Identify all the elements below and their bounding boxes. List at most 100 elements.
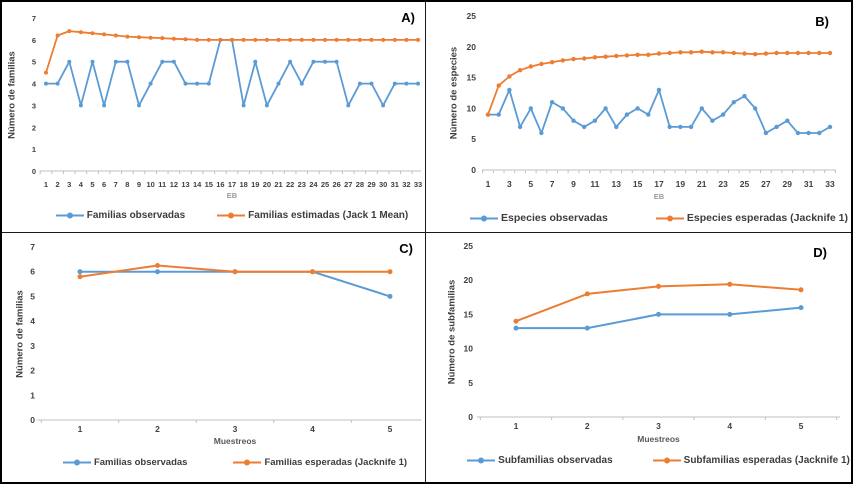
legend-label: Familias estimadas (Jack 1 Mean)	[248, 210, 409, 221]
y-tick-label: 25	[467, 11, 477, 21]
x-tick-label: 4	[727, 421, 732, 431]
data-point	[183, 37, 188, 42]
x-tick-label: 16	[216, 180, 224, 189]
legend-line-marker-icon	[655, 215, 684, 221]
data-point	[155, 263, 160, 268]
x-tick-label: 1	[486, 179, 491, 189]
x-tick-label: 27	[344, 180, 352, 189]
x-tick-label: 29	[367, 180, 375, 189]
y-tick-label: 15	[467, 73, 477, 83]
data-point	[77, 269, 83, 275]
data-point	[357, 37, 362, 42]
data-point	[288, 37, 293, 42]
data-point	[113, 59, 118, 64]
legend-line-marker-icon	[233, 459, 262, 466]
x-tick-label: 3	[507, 179, 512, 189]
x-tick-label: 20	[263, 180, 271, 189]
x-tick-label: 32	[402, 180, 410, 189]
data-point	[517, 68, 523, 73]
data-point	[678, 124, 683, 130]
x-tick-label: 6	[102, 180, 106, 189]
data-point	[667, 50, 672, 56]
plot-area-c: 0 1 2 3 4 5 6 7 1 2 3 4 5	[30, 242, 421, 434]
x-tick-label: 1	[44, 180, 48, 189]
data-point	[67, 29, 72, 34]
legend: Subfamilias observadas Subfamilias espera…	[467, 455, 850, 466]
data-point	[817, 50, 822, 56]
data-point	[656, 311, 661, 317]
y-tick-label: 2	[30, 366, 35, 376]
y-tick-label: 25	[464, 241, 474, 251]
data-point	[299, 37, 304, 42]
data-point	[584, 291, 590, 297]
legend-line-marker-icon	[55, 212, 84, 219]
data-point	[549, 60, 555, 65]
y-tick-label: 6	[32, 36, 36, 45]
x-tick-label: 13	[612, 179, 622, 189]
data-point	[334, 59, 339, 64]
data-point	[624, 53, 630, 58]
data-point	[102, 32, 107, 37]
series-line-0	[515, 306, 802, 330]
data-point	[218, 37, 223, 42]
data-point	[241, 37, 246, 42]
legend-item: Especies esperadas (Jacknife 1)	[655, 212, 848, 224]
data-point	[346, 103, 351, 108]
data-point	[592, 55, 598, 60]
x-tick-label: 5	[799, 421, 804, 431]
data-point	[90, 31, 95, 36]
y-tick-label: 1	[30, 390, 35, 400]
x-tick-label: 19	[676, 179, 686, 189]
x-tick-label: 29	[783, 179, 793, 189]
x-tick-label: 15	[205, 180, 213, 189]
data-point	[785, 50, 790, 56]
x-tick-label: 3	[656, 421, 661, 431]
legend-item: Subfamilias observadas	[467, 455, 613, 466]
y-axis-label: Número de familias	[6, 50, 18, 139]
y-tick-label: 20	[464, 275, 474, 285]
data-point	[614, 53, 619, 59]
data-point	[230, 37, 234, 42]
data-point	[592, 118, 598, 123]
x-tick-label: 9	[137, 180, 141, 189]
data-point	[688, 124, 694, 130]
x-tick-label: 25	[321, 180, 329, 189]
series-line-0	[79, 270, 391, 298]
data-point	[727, 311, 733, 317]
data-point	[699, 49, 704, 54]
data-point	[603, 106, 608, 111]
x-tick-label: 2	[56, 180, 60, 189]
data-point	[416, 37, 420, 42]
data-point	[357, 81, 362, 86]
data-point	[44, 70, 48, 75]
data-point	[44, 81, 48, 86]
x-tick-label: 11	[590, 179, 599, 189]
x-tick-label: 21	[697, 179, 707, 189]
y-tick-label: 5	[30, 291, 35, 301]
data-point	[113, 33, 118, 38]
data-point	[323, 59, 327, 64]
x-tick-label: 18	[239, 180, 247, 189]
data-point	[635, 106, 640, 111]
x-tick-label: 19	[251, 180, 259, 189]
data-point	[528, 106, 533, 111]
data-point	[155, 269, 160, 275]
x-tick-label: 25	[740, 179, 750, 189]
data-point	[404, 37, 409, 42]
legend-item: Familias esperadas (Jacknife 1)	[233, 457, 407, 468]
y-tick-label: 5	[32, 58, 36, 67]
legend-line-marker-icon	[62, 459, 91, 466]
y-tick-label: 20	[467, 42, 477, 52]
x-tick-label: 8	[125, 180, 129, 189]
x-tick-label: 10	[146, 180, 154, 189]
x-tick-label: 30	[379, 180, 387, 189]
data-point	[299, 81, 304, 86]
x-tick-label: 5	[528, 179, 533, 189]
y-tick-label: 0	[30, 415, 35, 425]
x-axis-label: EB	[226, 191, 238, 200]
data-point	[334, 37, 339, 42]
data-point	[125, 34, 130, 39]
y-tick-label: 7	[30, 242, 35, 252]
data-point	[571, 56, 576, 62]
